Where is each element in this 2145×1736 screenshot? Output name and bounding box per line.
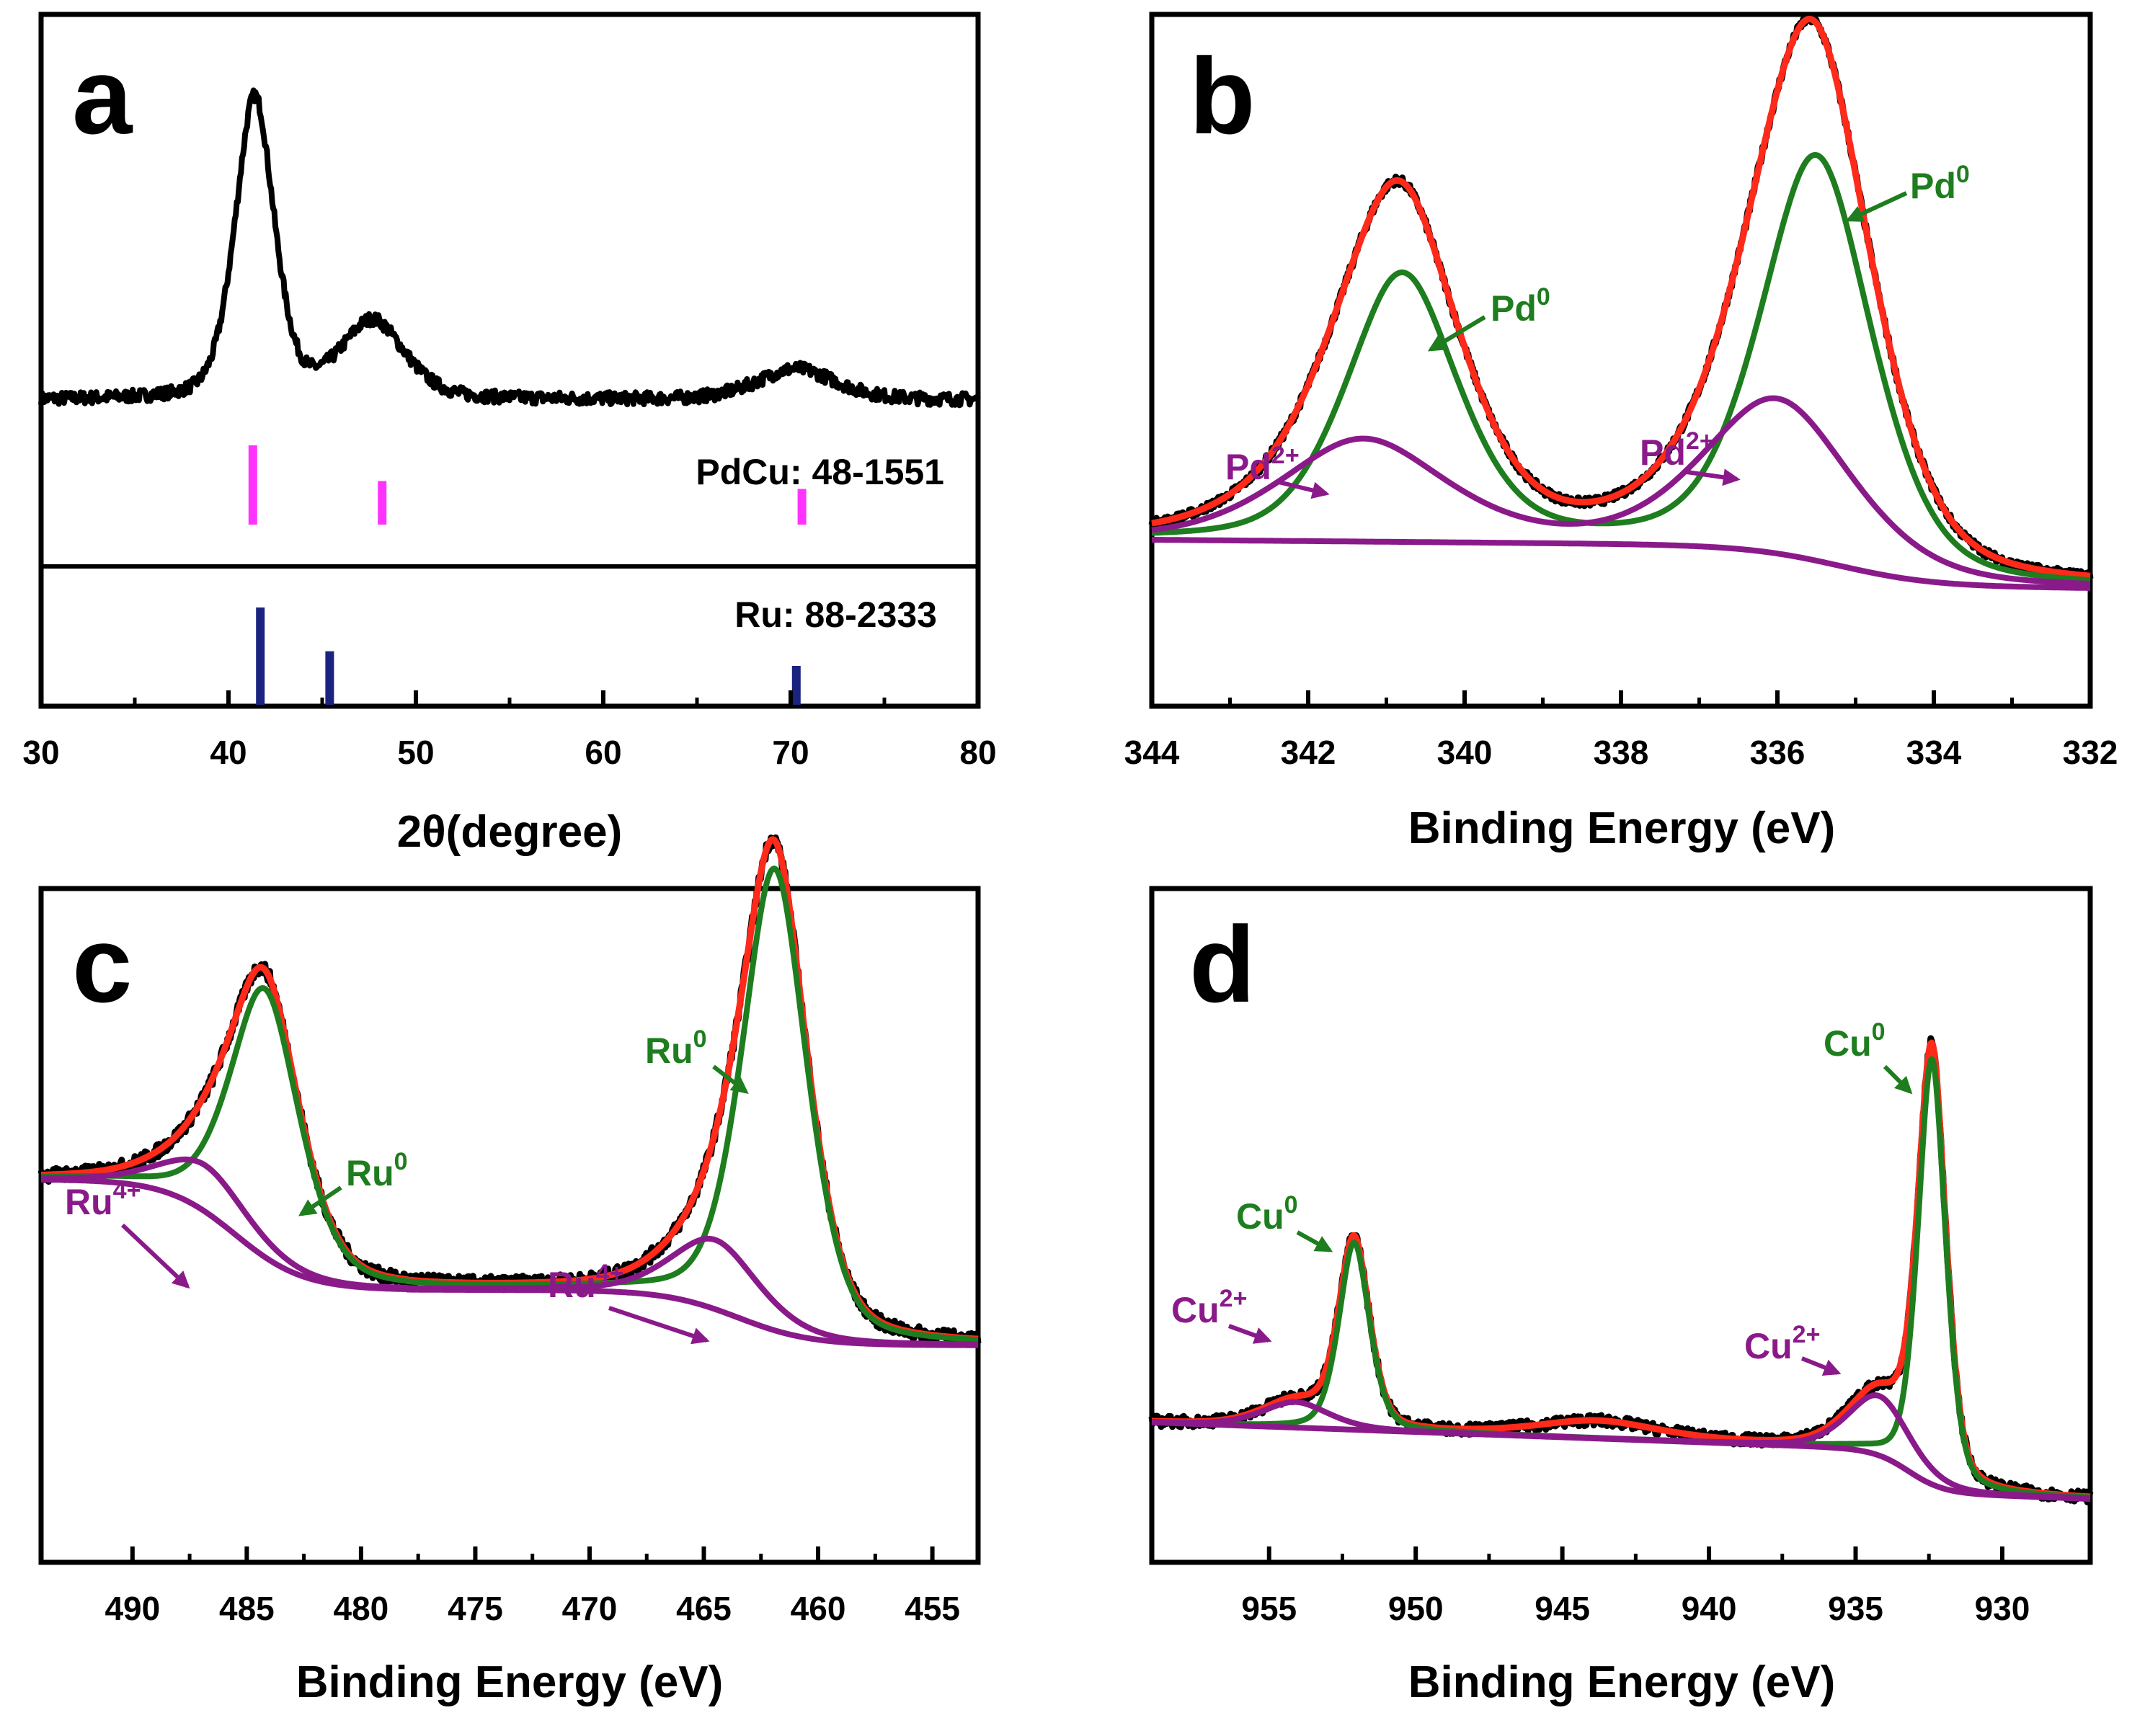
panel-a-x-tick-label: 40	[210, 734, 247, 771]
panel-b-x-tick-label: 336	[1750, 734, 1806, 771]
annotation-arrow	[1686, 468, 1741, 486]
annotation-pd-0: Pd0	[1910, 161, 1970, 206]
panel-d-background-line	[1150, 1419, 2092, 1502]
xrd-pattern-line	[38, 87, 981, 409]
panel-a-x-tick-label: 30	[22, 734, 59, 771]
panel-c-x-tick-label: 470	[562, 1590, 618, 1627]
panel-d-x-tick-label: 930	[1975, 1590, 2030, 1627]
panel-c-x-tick-label: 460	[791, 1590, 846, 1627]
panel-c-x-tick-label: 475	[448, 1590, 503, 1627]
panel-b-x-tick-label: 334	[1906, 734, 1962, 771]
panel-b-x-axis-title: Binding Energy (eV)	[1408, 804, 1835, 853]
panel-c-x-tick-label: 490	[105, 1590, 160, 1627]
panel-c-x-axis-title: Binding Energy (eV)	[296, 1657, 723, 1707]
panel-c-background-line	[39, 1176, 980, 1348]
annotation-arrow	[298, 1185, 342, 1216]
panel-b-x-tick-label: 344	[1124, 734, 1180, 771]
panel-c-letter: c	[72, 904, 132, 1025]
panel-d: d 955 950 945 940 935 930 Binding Energy (eV)…	[1148, 886, 2094, 1707]
panel-c-x-tick-label: 465	[676, 1590, 732, 1627]
panel-a-x-tick-label: 80	[959, 734, 996, 771]
panel-a-x-tick-label: 60	[585, 734, 621, 771]
panel-d-x-tick-label: 935	[1828, 1590, 1883, 1627]
annotation-arrow	[1845, 191, 1908, 222]
panel-b-fit-envelope-line	[1149, 15, 2093, 579]
panel-d-x-tick-label: 940	[1682, 1590, 1737, 1627]
panel-d-frame	[1149, 886, 2093, 1565]
panel-a-x-axis-title: 2θ(degree)	[397, 807, 623, 857]
annotation-arrow	[1427, 315, 1486, 352]
annotation-pd-0: Pd0	[1491, 283, 1550, 329]
annotation-arrow	[712, 1064, 749, 1094]
panel-d-x-tick-label: 950	[1388, 1590, 1444, 1627]
panel-c-x-tick-label: 455	[905, 1590, 960, 1627]
panel-c: c 490 485 480 475 470 465 460 455 Binding Energ…	[37, 834, 982, 1707]
panel-b-component-pd2-line	[1150, 395, 2092, 587]
reference-label-pdcu: PdCu: 48-1551	[696, 452, 944, 492]
annotation-arrow	[1800, 1356, 1842, 1376]
panel-b-x-tick-label: 340	[1437, 734, 1493, 771]
panel-a-x-tick-label: 70	[772, 734, 809, 771]
panel-b-letter: b	[1189, 35, 1256, 156]
panel-a-letter: a	[72, 35, 133, 156]
reference-label-ru: Ru: 88-2333	[734, 595, 937, 635]
annotation-arrow	[1883, 1064, 1913, 1095]
annotation-arrow	[1275, 479, 1330, 499]
panel-c-x-tick-label: 480	[334, 1590, 389, 1627]
panel-b-x-tick-label: 338	[1594, 734, 1649, 771]
annotation-arrow	[120, 1223, 190, 1289]
annotation-arrow	[1227, 1324, 1272, 1344]
panel-b-background-line	[1150, 537, 2092, 591]
panel-d-fit-envelope-line	[1149, 1039, 2093, 1500]
panel-c-component-ru0-line	[39, 865, 980, 1343]
panel-c-frame	[38, 886, 981, 1565]
panel-a: a PdCu: 48-1551 Ru: 88-2333 30 40 50 60 70 80…	[22, 12, 997, 857]
panel-d-x-tick-label: 955	[1241, 1590, 1297, 1627]
panel-a-x-tick-label: 50	[397, 734, 434, 771]
annotation-arrow	[1296, 1230, 1333, 1252]
annotation-pd-2plus: Pd2+	[1640, 427, 1714, 473]
annotation-arrow	[608, 1306, 710, 1345]
panel-b-x-tick-label: 342	[1281, 734, 1336, 771]
panel-b-x-tick-label: 332	[2063, 734, 2118, 771]
panel-d-x-axis-title: Binding Energy (eV)	[1408, 1657, 1835, 1707]
annotation-ru-4plus: Ru4+	[548, 1260, 623, 1305]
panel-d-x-tick-label: 945	[1535, 1590, 1590, 1627]
panel-b: b 344 342 340 338 336 334 332 Binding Energy (…	[1124, 12, 2118, 853]
panel-d-letter: d	[1189, 904, 1256, 1025]
panel-c-x-tick-label: 485	[219, 1590, 275, 1627]
